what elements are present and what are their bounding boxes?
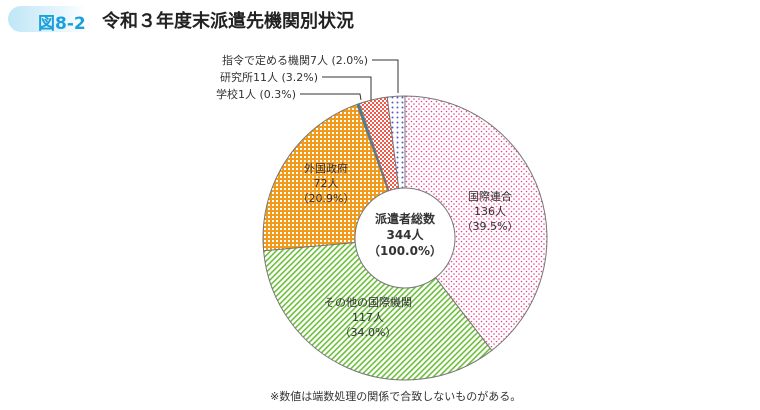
label-un-name: 国際連合 (468, 189, 512, 203)
donut-hole (354, 187, 456, 289)
leader-line-school (300, 93, 362, 101)
leader-line-designated (372, 59, 399, 93)
callout-school: 学校1人 (0.3%) (216, 87, 296, 101)
label-gov-pct: （20.9%） (298, 192, 355, 205)
label-un-pct: （39.5%） (462, 220, 519, 233)
label-other-pct: （34.0%） (340, 326, 397, 339)
center-label-title: 派遣者総数 (375, 211, 436, 226)
label-gov-count: 72人 (314, 177, 339, 190)
label-other-count: 117人 (352, 311, 384, 324)
pie-slice-1 (263, 237, 493, 381)
center-label-total: 344人 (386, 227, 424, 242)
label-gov-name: 外国政府 (304, 161, 348, 175)
label-un-count: 136人 (474, 205, 506, 218)
label-other-name: その他の国際機関 (324, 295, 412, 309)
figure-badge: 図8-2 (8, 6, 86, 34)
pie-slice-0 (404, 95, 548, 352)
callout-research: 研究所11人 (3.2%) (220, 70, 318, 84)
callout-designated: 指令で定める機関7人 (2.0%) (222, 53, 368, 67)
leader-line-research (322, 76, 372, 100)
page-title: 令和３年度末派遣先機関別状況 (102, 11, 354, 32)
center-label-percent: （100.0%） (368, 243, 442, 258)
footnote: ※数値は端数処理の関係で合致しないものがある。 (270, 390, 522, 403)
